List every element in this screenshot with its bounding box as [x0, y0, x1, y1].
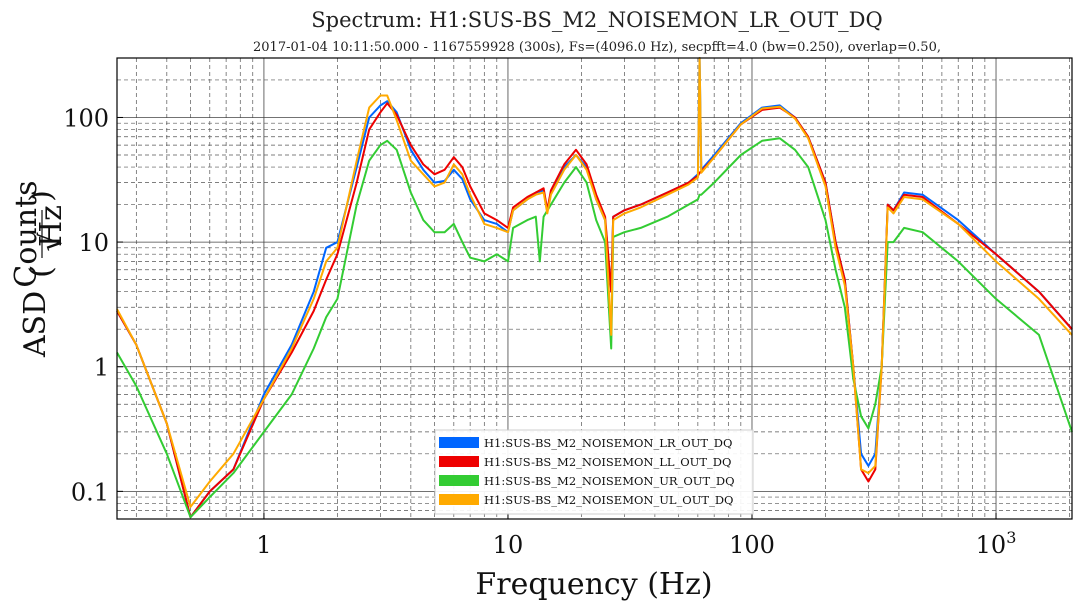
x-axis-label: Frequency (Hz) — [475, 567, 712, 602]
y-axis-label-denominator: Hz — [34, 205, 69, 247]
chart-subtitle: 2017-01-04 10:11:50.000 - 1167559928 (30… — [253, 40, 941, 55]
legend-box — [434, 429, 754, 515]
legend-swatch — [439, 475, 479, 486]
legend-label: H1:SUS-BS_M2_NOISEMON_UR_OUT_DQ — [484, 474, 735, 488]
y-tick-label: 0.1 — [71, 478, 109, 506]
legend-label: H1:SUS-BS_M2_NOISEMON_LL_OUT_DQ — [484, 455, 731, 469]
legend-swatch — [439, 494, 479, 505]
plot-frame — [116, 57, 1073, 520]
y-tick-label: 10 — [78, 229, 109, 257]
x-tick-label: 103 — [976, 528, 1017, 559]
x-tick-label: 100 — [729, 531, 775, 559]
x-tick-label: 1 — [256, 531, 271, 559]
legend: H1:SUS-BS_M2_NOISEMON_LR_OUT_DQ H1:SUS-BS… — [434, 429, 754, 515]
legend-label: H1:SUS-BS_M2_NOISEMON_LR_OUT_DQ — [484, 436, 732, 450]
ticks: 1 10 100 103 0.1 1 10 100 — [63, 104, 1016, 559]
x-tick-exponent: 3 — [1006, 528, 1016, 547]
y-axis-label-prefix: ASD — [18, 291, 53, 358]
x-tick-label: 10 — [493, 531, 524, 559]
legend-label: H1:SUS-BS_M2_NOISEMON_UL_OUT_DQ — [484, 493, 734, 507]
y-axis-label: ASD ( Counts √ Hz ) — [9, 180, 69, 358]
series-line-3 — [116, 137, 1073, 519]
legend-swatch — [439, 437, 479, 448]
y-tick-label: 100 — [63, 104, 109, 132]
series-line-4 — [116, 57, 1073, 508]
y-axis-label-paren-close: ) — [24, 190, 59, 202]
y-axis-label-sqrt-sign: √ — [34, 232, 69, 252]
legend-swatch — [439, 456, 479, 467]
y-axis-label-numerator: Counts — [9, 180, 44, 287]
y-axis-label-paren-open: ( — [24, 266, 59, 278]
series-group — [116, 57, 1073, 519]
chart-title: Spectrum: H1:SUS-BS_M2_NOISEMON_LR_OUT_D… — [311, 8, 882, 32]
y-tick-label: 1 — [94, 354, 109, 382]
